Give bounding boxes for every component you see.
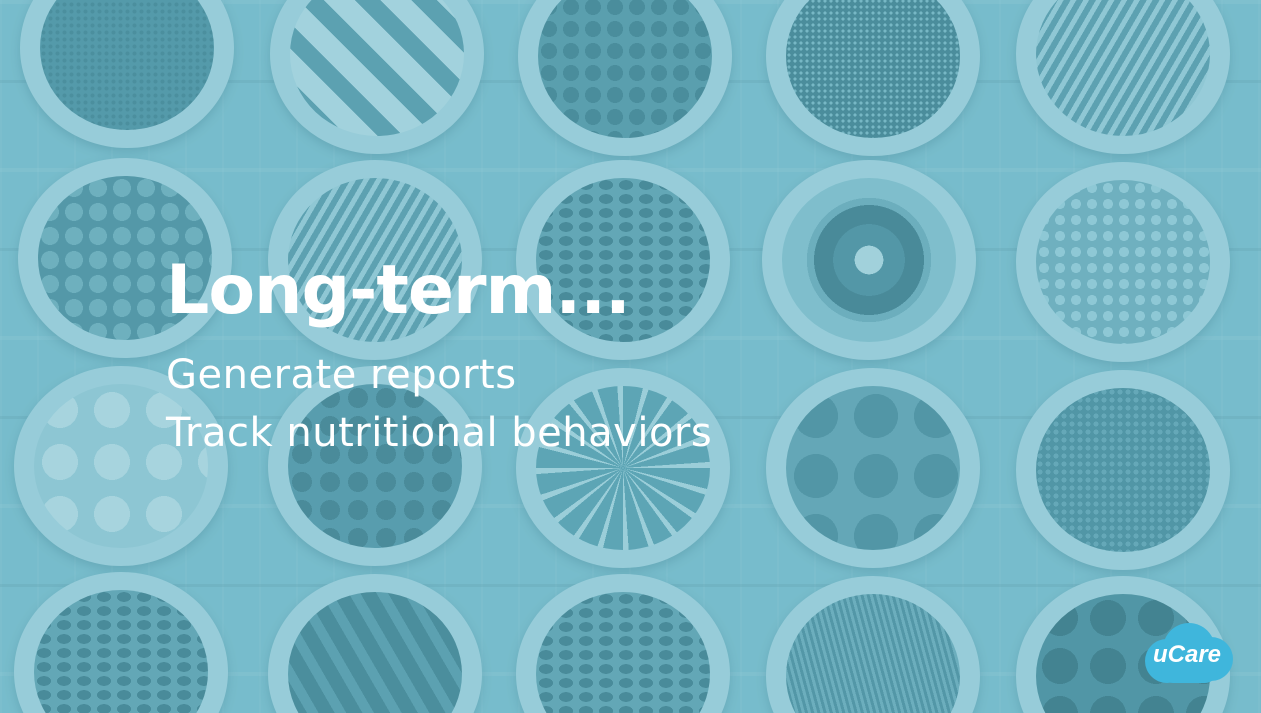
bowl [766, 368, 980, 568]
bowl-food [538, 0, 712, 138]
bowl-food [536, 386, 710, 550]
bowl-food [40, 0, 214, 130]
bowl [762, 160, 976, 360]
bowl [1016, 370, 1230, 570]
bowl [268, 366, 482, 566]
bowl [1016, 0, 1230, 154]
bowl [518, 0, 732, 156]
bowl-food [1036, 180, 1210, 344]
bowl [516, 160, 730, 360]
bowl-food [34, 590, 208, 713]
bowl-food [288, 384, 462, 548]
bowl-food [38, 176, 212, 340]
bullet-item: Generate reports [166, 351, 517, 398]
bowl-food [1036, 0, 1210, 136]
bowl-food [536, 178, 710, 342]
bullet-item: Track nutritional behaviors [166, 409, 713, 456]
bowl [270, 0, 484, 154]
slide-title: Long-term... [166, 251, 631, 330]
bowl [18, 158, 232, 358]
bowl [268, 160, 482, 360]
bowl-food [786, 0, 960, 138]
ucare-logo: uCare [1137, 619, 1237, 691]
logo-text: uCare [1152, 641, 1222, 668]
bowl-food [782, 178, 956, 342]
bowl [1016, 162, 1230, 362]
cloud-icon [1145, 623, 1233, 683]
bowl-food [1036, 388, 1210, 552]
bowl [766, 0, 980, 156]
slide-content: Long-term... Generate reports Track nutr… [166, 250, 1066, 462]
bowl [14, 366, 228, 566]
bullet-list: Generate reports Track nutritional behav… [166, 346, 1066, 462]
bowl-food [288, 178, 462, 342]
bowl-food [288, 592, 462, 713]
bowl [20, 0, 234, 148]
bowl-food [786, 386, 960, 550]
bowl [516, 368, 730, 568]
bowl-food [536, 592, 710, 713]
bowl-food [34, 384, 208, 548]
bowl-food [290, 0, 464, 136]
